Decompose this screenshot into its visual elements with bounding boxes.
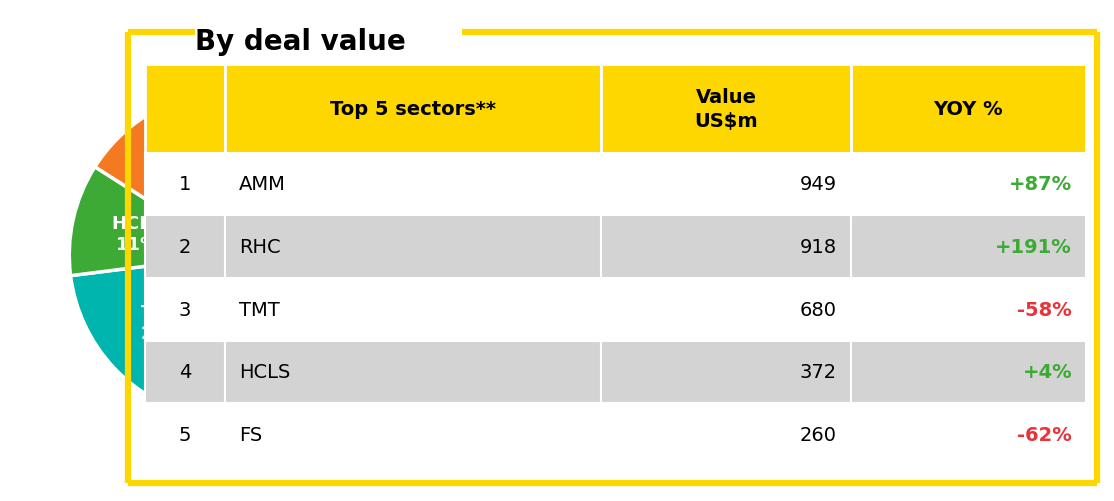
- Wedge shape: [203, 256, 398, 420]
- Text: HCLS
11%: HCLS 11%: [111, 214, 164, 254]
- Bar: [602, 216, 851, 279]
- Text: 2: 2: [178, 237, 190, 257]
- Bar: [602, 153, 851, 216]
- Text: RHC: RHC: [238, 237, 281, 257]
- Wedge shape: [146, 91, 234, 256]
- Text: YOY %: YOY %: [934, 100, 1004, 119]
- Bar: [851, 153, 1086, 216]
- Text: RHC
26%: RHC 26%: [271, 316, 313, 355]
- Text: TMT
20%: TMT 20%: [140, 304, 184, 342]
- Bar: [851, 65, 1086, 153]
- Bar: [145, 216, 225, 279]
- Bar: [602, 403, 851, 466]
- Text: 4: 4: [178, 363, 190, 382]
- Bar: [145, 403, 225, 466]
- Text: +87%: +87%: [1009, 175, 1072, 194]
- Text: HCLS: HCLS: [238, 363, 291, 382]
- Bar: [851, 341, 1086, 403]
- Bar: [145, 279, 225, 341]
- Bar: [851, 279, 1086, 341]
- Text: +191%: +191%: [995, 237, 1072, 257]
- Bar: [225, 153, 602, 216]
- Text: 949: 949: [800, 175, 837, 194]
- Text: AMM: AMM: [238, 175, 286, 194]
- Text: TMT: TMT: [238, 300, 280, 319]
- Text: 1: 1: [178, 175, 190, 194]
- Bar: [602, 65, 851, 153]
- Text: 918: 918: [800, 237, 837, 257]
- Bar: [145, 65, 225, 153]
- Bar: [851, 216, 1086, 279]
- Text: +4%: +4%: [1023, 363, 1072, 382]
- Text: -58%: -58%: [1017, 300, 1072, 319]
- Bar: [851, 403, 1086, 466]
- Wedge shape: [234, 91, 399, 276]
- Bar: [602, 279, 851, 341]
- Text: 680: 680: [800, 300, 837, 319]
- Bar: [145, 153, 225, 216]
- Bar: [225, 65, 602, 153]
- Text: Value
US$m: Value US$m: [694, 88, 758, 130]
- Text: FS: FS: [238, 425, 262, 444]
- Text: 260: 260: [800, 425, 837, 444]
- Text: 3: 3: [178, 300, 190, 319]
- Bar: [225, 279, 602, 341]
- Text: By deal value: By deal value: [195, 28, 405, 56]
- Text: Top 5 sectors**: Top 5 sectors**: [330, 100, 496, 119]
- Wedge shape: [70, 256, 234, 417]
- Bar: [145, 341, 225, 403]
- Wedge shape: [95, 117, 234, 256]
- Text: AMM
27%: AMM 27%: [283, 171, 333, 209]
- Bar: [225, 216, 602, 279]
- Text: 372: 372: [800, 363, 837, 382]
- Text: -62%: -62%: [1017, 425, 1072, 444]
- Text: 5: 5: [178, 425, 192, 444]
- Text: FS
7%: FS 7%: [149, 166, 179, 205]
- Wedge shape: [69, 167, 234, 276]
- Bar: [602, 341, 851, 403]
- Bar: [225, 403, 602, 466]
- Bar: [225, 341, 602, 403]
- Text: Others
9%: Others 9%: [173, 141, 241, 180]
